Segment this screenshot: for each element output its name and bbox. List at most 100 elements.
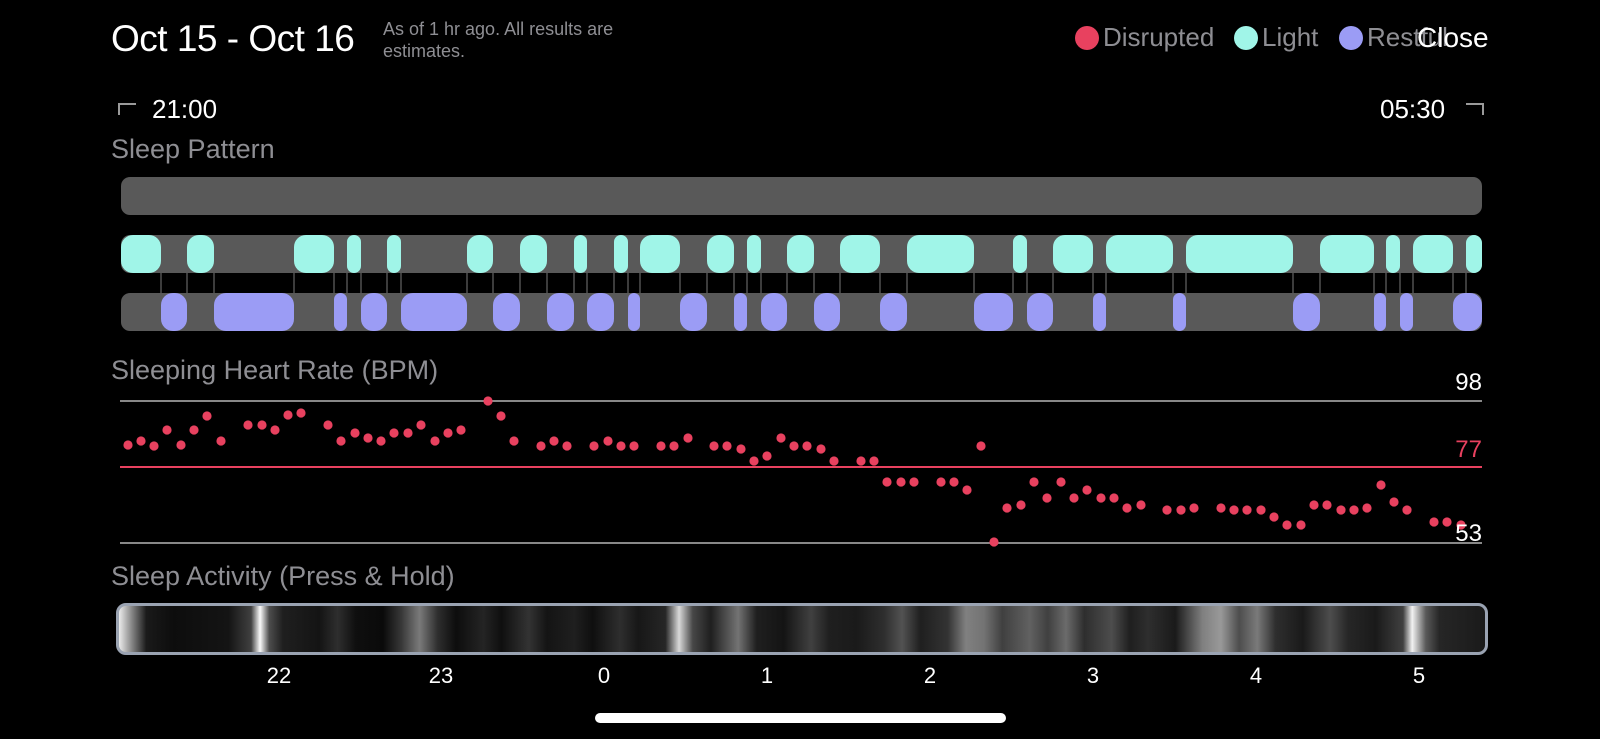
hr-point [456, 425, 466, 435]
legend: Disrupted Light Restful [1060, 22, 1600, 62]
range-start-bracket-icon [118, 103, 136, 115]
hr-point [1176, 505, 1186, 515]
hr-point [363, 433, 373, 443]
heart-rate-chart [120, 396, 1482, 547]
hr-point [216, 436, 226, 446]
hr-point [1442, 517, 1452, 527]
hr-point [149, 441, 159, 451]
hr-point [962, 485, 972, 495]
hr-point [749, 456, 759, 466]
hr-point [202, 411, 212, 421]
light-track [121, 235, 1482, 273]
restful-segment [1027, 293, 1053, 331]
sleep-activity-strip[interactable] [116, 603, 1488, 655]
restful-segment [734, 293, 747, 331]
range-end-bracket-icon [1466, 103, 1484, 115]
hr-point [1429, 517, 1439, 527]
light-segment [907, 235, 974, 273]
light-segment [840, 235, 880, 273]
restful-segment [814, 293, 840, 331]
hr-point [416, 420, 426, 430]
legend-restful: Restful [1339, 22, 1448, 53]
light-segment [1106, 235, 1173, 273]
hr-point [443, 428, 453, 438]
hr-point [162, 425, 172, 435]
hr-point [656, 441, 666, 451]
hr-point [336, 436, 346, 446]
hr-point [257, 420, 267, 430]
hr-point [1056, 477, 1066, 487]
hr-point [776, 433, 786, 443]
hr-point [1229, 505, 1239, 515]
hr-point [1122, 503, 1132, 513]
hr-point [896, 477, 906, 487]
restful-segment [761, 293, 787, 331]
hr-point [1282, 520, 1292, 530]
hr-point [789, 441, 799, 451]
hr-point [949, 477, 959, 487]
restful-track [121, 293, 1482, 331]
hr-point [389, 428, 399, 438]
restful-segment [547, 293, 574, 331]
hr-point [829, 456, 839, 466]
hr-point [762, 451, 772, 461]
hr-point [509, 436, 519, 446]
sleep-pattern-title: Sleep Pattern [111, 134, 275, 164]
hr-point [616, 441, 626, 451]
hr-point [669, 441, 679, 451]
restful-segment [401, 293, 467, 331]
restful-segment [587, 293, 614, 331]
hr-point [1002, 503, 1012, 513]
light-segment [614, 235, 628, 273]
hr-point [1042, 493, 1052, 503]
hr-point [483, 396, 493, 406]
hr-point [1362, 503, 1372, 513]
hr-point [976, 441, 986, 451]
hr-point [1296, 520, 1306, 530]
hr-point [1456, 520, 1466, 530]
home-indicator[interactable] [595, 713, 1006, 723]
hr-point [536, 441, 546, 451]
restful-segment [880, 293, 907, 331]
hr-point [1109, 493, 1119, 503]
estimate-note: As of 1 hr ago. All results are estimate… [383, 19, 614, 61]
hr-point [709, 441, 719, 451]
hr-point [1216, 503, 1226, 513]
hr-point [430, 436, 440, 446]
restful-segment [680, 293, 707, 331]
restful-segment [1453, 293, 1482, 331]
hr-point [802, 441, 812, 451]
time-tick: 5 [1412, 663, 1426, 688]
time-tick: 22 [266, 663, 292, 688]
hr-point [323, 420, 333, 430]
hr-point [589, 441, 599, 451]
legend-disrupted: Disrupted [1075, 22, 1214, 53]
light-segment [1386, 235, 1400, 273]
light-segment [187, 235, 214, 273]
hr-point [350, 428, 360, 438]
light-segment [1320, 235, 1374, 273]
range-start-time: 21:00 [152, 94, 218, 124]
disrupted-dot-icon [1075, 25, 1099, 50]
hr-point [683, 433, 693, 443]
time-tick: 2 [923, 663, 937, 688]
hr-point [989, 537, 999, 547]
restful-segment [1400, 293, 1413, 331]
light-segment [640, 235, 680, 273]
hr-point [1189, 503, 1199, 513]
time-tick: 1 [760, 663, 774, 688]
restful-segment [1293, 293, 1320, 331]
light-dot-icon [1234, 25, 1258, 50]
hr-point [189, 425, 199, 435]
close-button[interactable]: Close [1417, 22, 1489, 53]
light-segment [467, 235, 493, 273]
disrupted-track [121, 177, 1482, 215]
restful-segment [974, 293, 1013, 331]
light-segment [747, 235, 761, 273]
restful-segment [1093, 293, 1106, 331]
hr-point [909, 477, 919, 487]
hr-point [1069, 493, 1079, 503]
hr-point [1402, 505, 1412, 515]
hr-point [1376, 480, 1386, 490]
hr-point [1322, 500, 1332, 510]
